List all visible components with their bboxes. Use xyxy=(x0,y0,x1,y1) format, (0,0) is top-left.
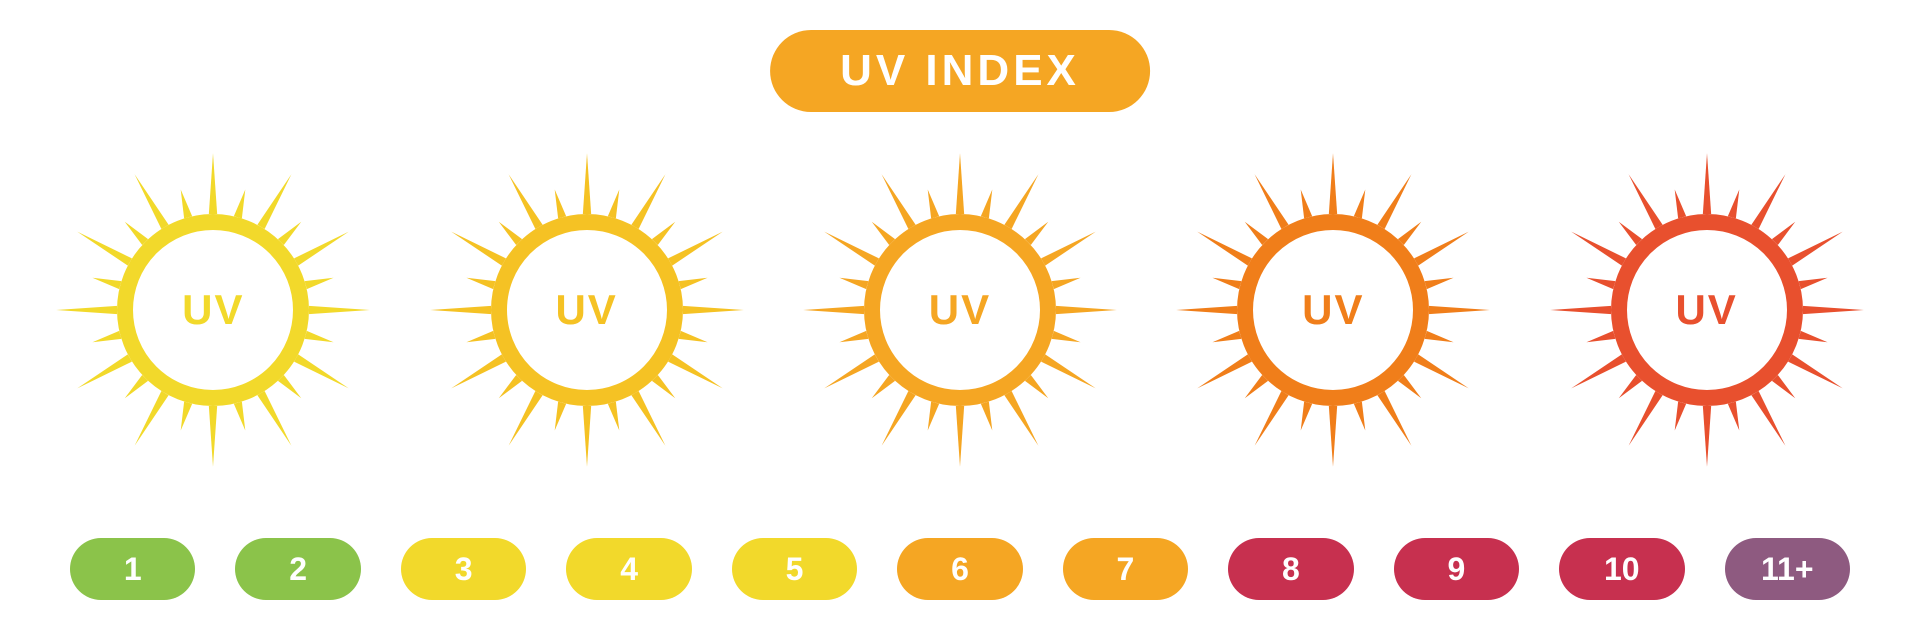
uv-index-pill: 10 xyxy=(1559,538,1684,600)
uv-index-pill: 4 xyxy=(566,538,691,600)
sun-uv-label: UV xyxy=(929,286,991,334)
sun-icon: UV xyxy=(800,150,1120,470)
sun-uv-label: UV xyxy=(182,286,244,334)
uv-index-pill: 3 xyxy=(401,538,526,600)
uv-index-pill: 5 xyxy=(732,538,857,600)
sun-icon: UV xyxy=(53,150,373,470)
sun-uv-label: UV xyxy=(1675,286,1737,334)
sun-icon: UV xyxy=(427,150,747,470)
sun-icon: UV xyxy=(1173,150,1493,470)
sun-uv-label: UV xyxy=(555,286,617,334)
sun-uv-label: UV xyxy=(1302,286,1364,334)
uv-index-pill: 9 xyxy=(1394,538,1519,600)
uv-index-title: UV INDEX xyxy=(770,30,1150,112)
uv-index-pill: 7 xyxy=(1063,538,1188,600)
sun-icon: UV xyxy=(1547,150,1867,470)
uv-index-pill: 1 xyxy=(70,538,195,600)
uv-index-pill: 8 xyxy=(1228,538,1353,600)
uv-index-pill: 6 xyxy=(897,538,1022,600)
index-pill-row: 123456789 10 11+ xyxy=(70,538,1850,600)
uv-index-pill: 2 xyxy=(235,538,360,600)
sun-row: UV UV UV UV UV xyxy=(0,150,1920,470)
uv-index-pill: 11+ xyxy=(1725,538,1850,600)
